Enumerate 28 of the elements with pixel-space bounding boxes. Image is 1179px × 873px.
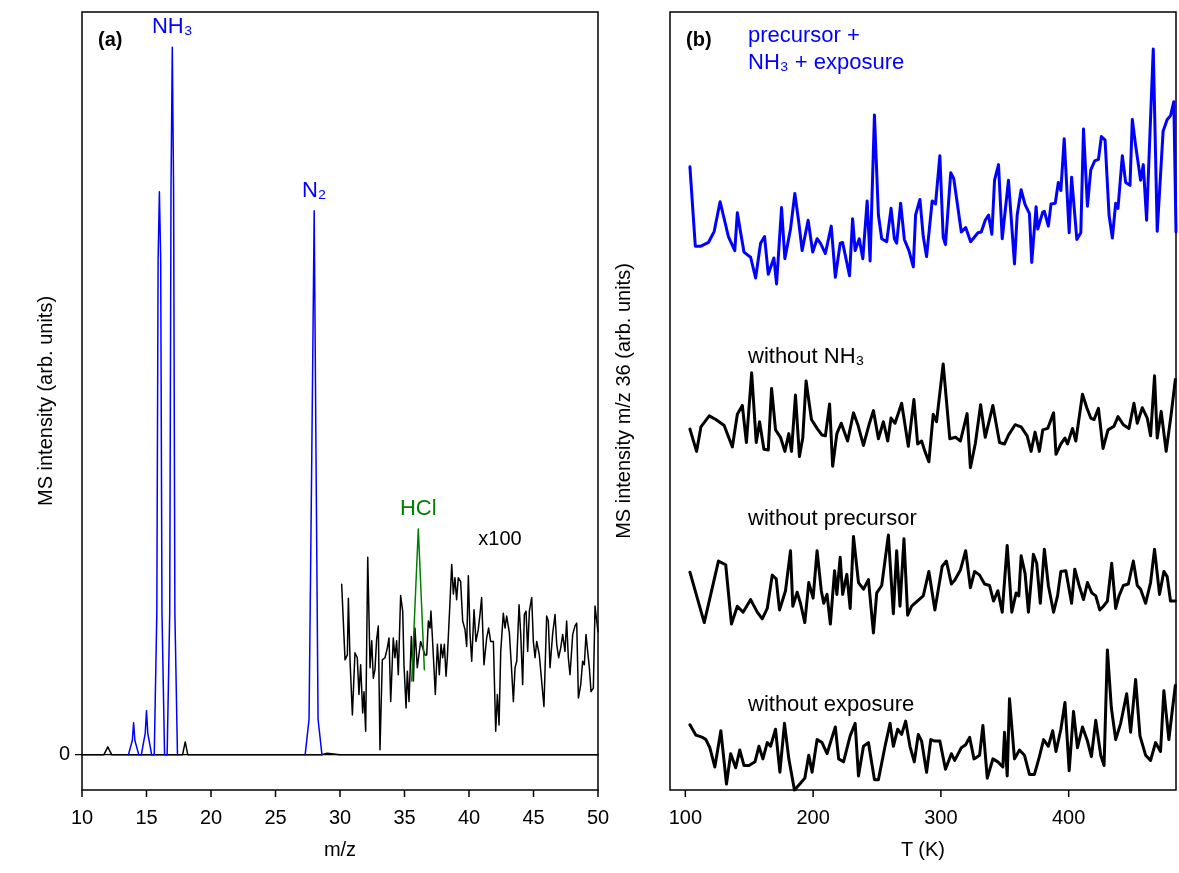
x-tick-label: 10 [70, 806, 94, 828]
x-tick-label: 50 [586, 806, 610, 828]
y-axis-title: MS intensity m/z 36 (arb. units) [612, 263, 634, 539]
x-tick-label: 25 [264, 806, 287, 828]
x-axis-title: T (K) [900, 838, 946, 860]
x-tick-label: 30 [328, 806, 352, 828]
x-tick-label: 400 [1051, 806, 1086, 828]
x-tick-label: 40 [457, 806, 481, 828]
text: precursor + NH₃ + exposure [748, 22, 905, 74]
x-tick-label: 100 [668, 806, 703, 828]
series-label: NH₃ [151, 13, 193, 39]
x-tick-label: 45 [522, 806, 545, 828]
series-label: without precursor [747, 505, 917, 531]
x-tick-label: 300 [924, 806, 958, 828]
series-label: N₂ [301, 176, 327, 202]
x-axis-title: m/z [323, 838, 357, 860]
x-tick-label: 35 [393, 806, 416, 828]
ref-line-label: 0 [58, 741, 70, 764]
series-label: without exposure [747, 691, 915, 717]
x-tick-label: 200 [796, 806, 830, 828]
series-label: HCl [399, 495, 437, 521]
annotation: (b) [686, 28, 712, 50]
annotation: x100 [478, 527, 522, 549]
x-tick-label: 20 [199, 806, 223, 828]
y-axis-title: MS intensity (arb. units) [34, 295, 56, 507]
x-tick-label: 15 [135, 806, 158, 828]
series-label: without NH₃ [747, 342, 865, 368]
annotation: (a) [98, 28, 123, 50]
